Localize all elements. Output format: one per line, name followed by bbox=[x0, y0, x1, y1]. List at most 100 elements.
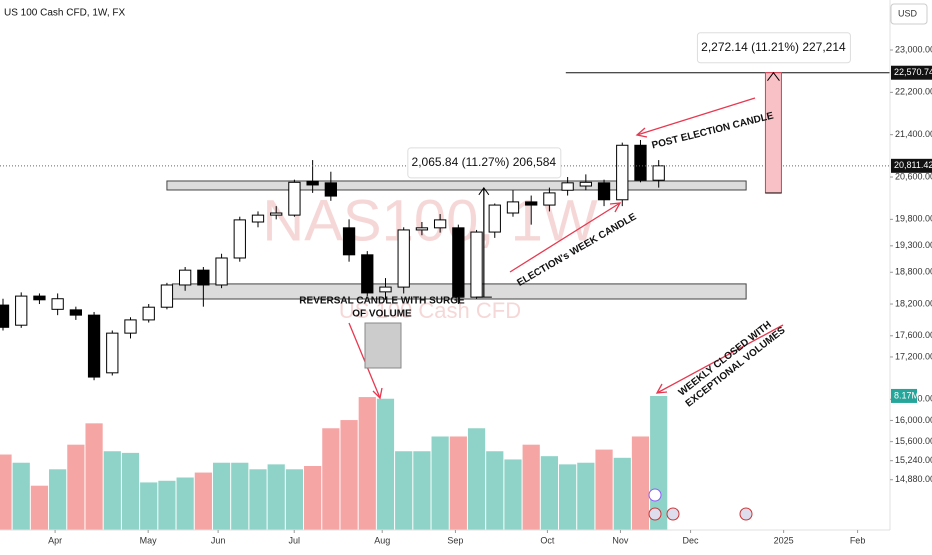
y-tick-label: 21,400.00 bbox=[895, 129, 932, 139]
candle-body bbox=[579, 181, 592, 187]
currency-box bbox=[890, 3, 928, 25]
candle-body bbox=[215, 257, 228, 286]
volume-bar bbox=[559, 464, 577, 530]
volume-bar bbox=[322, 428, 340, 530]
measure-range bbox=[764, 72, 782, 194]
volume-bar bbox=[577, 462, 595, 530]
measure-box bbox=[696, 32, 851, 64]
volume-bar bbox=[631, 436, 650, 530]
candle-body bbox=[142, 306, 155, 321]
measure-arrowhead bbox=[767, 71, 780, 82]
candle-body bbox=[379, 286, 392, 293]
y-tick-label: 19,800.00 bbox=[895, 214, 932, 224]
x-tick-label: Aug bbox=[374, 535, 390, 545]
candle-body bbox=[33, 295, 46, 301]
volume-bar bbox=[176, 477, 194, 530]
measure-box bbox=[407, 147, 562, 179]
volume-bar bbox=[504, 459, 522, 530]
candle-body bbox=[324, 182, 337, 197]
volume-bar bbox=[67, 444, 85, 530]
candle-body bbox=[0, 304, 10, 328]
candle-body bbox=[597, 182, 611, 201]
volume-bar bbox=[486, 451, 504, 530]
volume-bar bbox=[212, 462, 231, 530]
watermark-group: NAS100, 1W US 100 Cash CFD bbox=[262, 188, 598, 322]
arrow bbox=[509, 202, 621, 273]
y-tick-label: 22,200.00 bbox=[895, 87, 932, 97]
candle-body bbox=[561, 182, 574, 191]
x-tick-label: Jun bbox=[211, 535, 226, 545]
candle-body bbox=[178, 269, 192, 286]
volume-tag-label: 8.17M bbox=[894, 390, 919, 400]
volume-bar bbox=[140, 482, 158, 530]
price-tag bbox=[891, 158, 932, 173]
candle-body bbox=[415, 227, 429, 231]
measure-label: 2,272.14 (11.21%) 227,214 bbox=[701, 40, 846, 54]
price-tag-label: 22,570.74 bbox=[894, 67, 932, 77]
annotation: OF VOLUME bbox=[352, 309, 412, 320]
annotation-group bbox=[348, 97, 784, 400]
volume-bar bbox=[522, 444, 540, 530]
arrowhead bbox=[372, 387, 383, 400]
candle-body bbox=[433, 219, 447, 229]
price-tag-label: 20,811.42 bbox=[894, 160, 932, 170]
x-tick-label: Dec bbox=[683, 535, 700, 545]
volume-bar bbox=[267, 464, 285, 530]
y-tick-label: 20,600.00 bbox=[895, 171, 932, 181]
watermark-sub: US 100 Cash CFD bbox=[339, 298, 521, 323]
arrowhead bbox=[609, 202, 622, 213]
volume-bar bbox=[358, 397, 376, 530]
candle-body bbox=[87, 314, 101, 378]
currency: USD bbox=[898, 8, 918, 18]
x-tick-label: Sep bbox=[447, 535, 463, 545]
arrow bbox=[656, 324, 784, 394]
candle-body bbox=[233, 219, 246, 259]
volume-bar bbox=[12, 462, 30, 530]
plot-layer: 2,065.84 (11.27%) 206,584 2,272.14 (11.21… bbox=[0, 32, 890, 530]
x-tick-label: Apr bbox=[48, 535, 62, 545]
y-tick-label: 23,000.00 bbox=[895, 44, 932, 54]
candle-body bbox=[160, 284, 174, 308]
volume-bar bbox=[413, 451, 431, 530]
candle-body bbox=[525, 201, 538, 206]
volume-highlight bbox=[364, 322, 402, 369]
volume-bar bbox=[49, 469, 67, 530]
volume-bar bbox=[121, 452, 140, 530]
volume-bar bbox=[376, 398, 395, 530]
candle-body bbox=[452, 227, 465, 298]
volume-bar bbox=[431, 436, 449, 530]
x-tick-label: Nov bbox=[612, 535, 629, 545]
candle-body bbox=[306, 180, 319, 186]
volume-bar bbox=[194, 472, 212, 530]
candle-body bbox=[51, 298, 64, 310]
x-tick-label: 2025 bbox=[774, 535, 794, 545]
volume-bar bbox=[103, 451, 121, 530]
measure-label: 2,065.84 (11.27%) 206,584 bbox=[412, 155, 557, 169]
volume-bar bbox=[249, 469, 267, 530]
event-icon bbox=[648, 488, 662, 502]
volume-bar bbox=[285, 469, 304, 530]
volume-bar bbox=[85, 423, 103, 530]
volume-bar bbox=[595, 449, 613, 530]
volume-bar bbox=[158, 480, 176, 530]
candle-body bbox=[106, 332, 119, 374]
volume-bar bbox=[467, 428, 486, 530]
y-tick-label: 14,880.00 bbox=[895, 474, 932, 484]
arrowhead bbox=[635, 127, 648, 138]
volume-bar bbox=[449, 436, 467, 530]
y-tick-label: 18,200.00 bbox=[895, 298, 932, 308]
y-tick-label: 18,800.00 bbox=[895, 267, 932, 277]
x-tick-label: Feb bbox=[850, 535, 866, 545]
candle-body bbox=[488, 204, 501, 233]
price-tag bbox=[891, 65, 932, 80]
candle-body bbox=[251, 214, 265, 223]
y-tick-label: 16,000.00 bbox=[895, 415, 932, 425]
annotation: REVERSAL CANDLE WITH SURGE bbox=[299, 296, 465, 307]
candle-body bbox=[652, 165, 665, 181]
x-tick-label: May bbox=[140, 535, 158, 545]
volume-bar bbox=[395, 451, 413, 530]
x-tick-label: Jul bbox=[288, 535, 300, 545]
y-tick-label: 17,200.00 bbox=[895, 351, 932, 361]
arrowhead bbox=[655, 383, 668, 394]
